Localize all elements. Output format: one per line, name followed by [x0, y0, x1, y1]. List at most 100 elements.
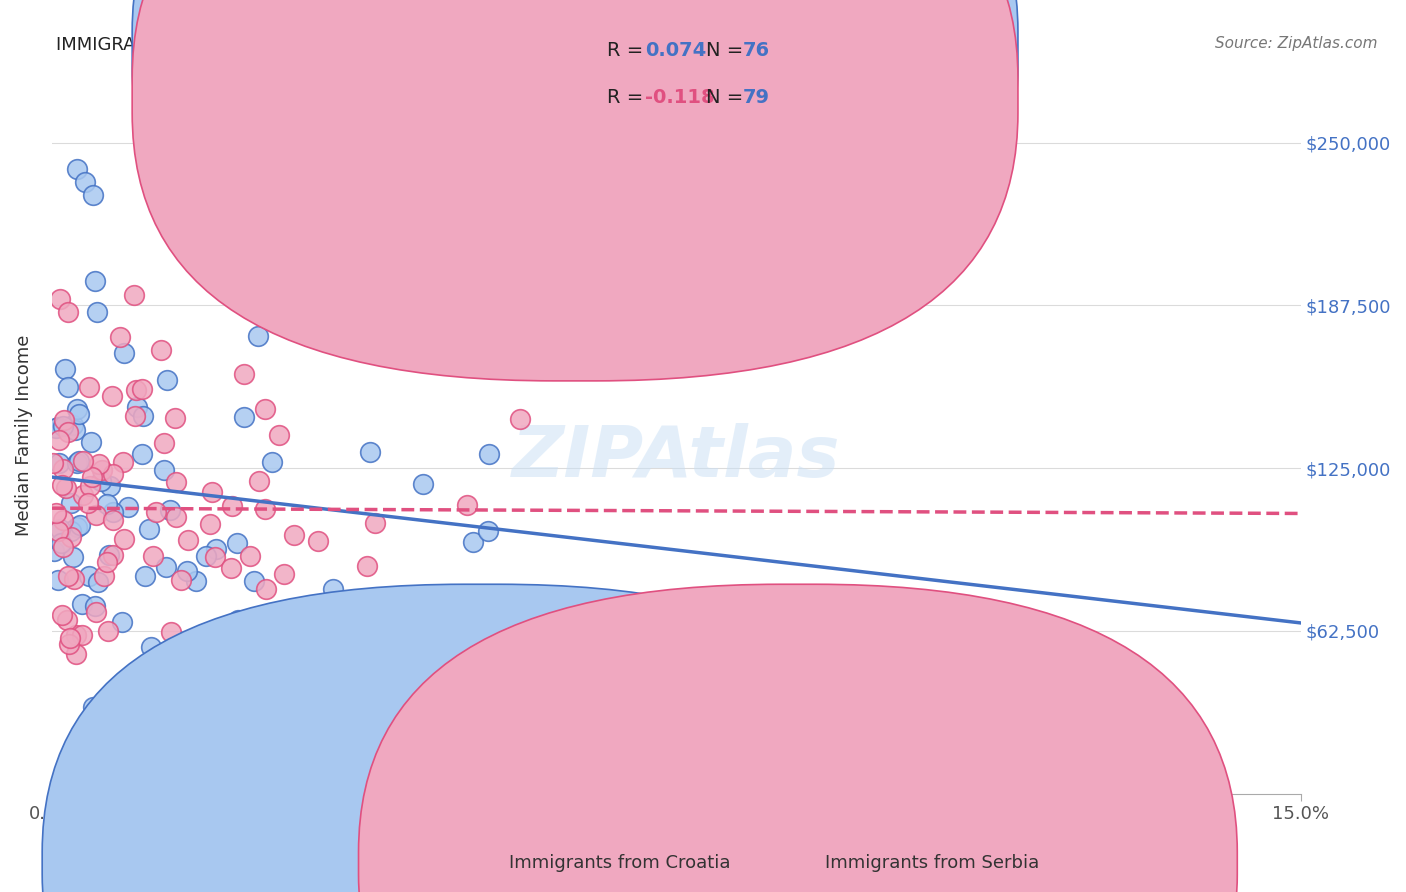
Point [243, 574, 266, 588]
Point [322, 582, 344, 597]
Point [165, 509, 187, 524]
Point [101, 548, 124, 562]
Point [48, 456, 70, 470]
Point [340, 262, 363, 277]
Point [198, 516, 221, 531]
Point [149, 343, 172, 357]
Point [49, 522, 72, 536]
Text: N =: N = [706, 41, 749, 61]
Point [101, 467, 124, 481]
Point [412, 477, 434, 491]
Point [160, 624, 183, 639]
Point [82, 187, 104, 202]
Point [108, 330, 131, 344]
Point [82, 700, 104, 714]
Point [177, 533, 200, 548]
Point [52, 462, 75, 476]
Point [247, 328, 270, 343]
Point [66, 161, 89, 176]
Point [477, 524, 499, 539]
Point [52, 540, 75, 554]
Point [53, 361, 76, 376]
Text: Immigrants from Croatia: Immigrants from Croatia [509, 855, 731, 872]
Point [461, 535, 484, 549]
Point [225, 535, 247, 549]
Point [131, 382, 153, 396]
Point [262, 455, 284, 469]
Point [391, 609, 413, 624]
Point [46, 420, 69, 434]
Point [96, 624, 118, 639]
Point [157, 651, 180, 665]
Point [478, 447, 501, 461]
Point [139, 640, 162, 655]
Point [184, 574, 207, 589]
Point [98, 479, 121, 493]
Point [456, 499, 478, 513]
Point [359, 444, 381, 458]
Text: Source: ZipAtlas.com: Source: ZipAtlas.com [1215, 36, 1378, 51]
Point [59, 496, 82, 510]
Point [59, 632, 82, 646]
Point [65, 628, 87, 642]
Point [65, 647, 87, 661]
Point [49, 292, 72, 306]
Point [52, 413, 75, 427]
Point [52, 418, 75, 433]
Point [254, 502, 277, 516]
Point [58, 569, 80, 583]
Point [72, 488, 94, 502]
Point [55, 613, 77, 627]
Text: 79: 79 [742, 87, 769, 107]
Point [194, 549, 217, 563]
Point [155, 560, 177, 574]
Point [73, 175, 96, 189]
Point [205, 542, 228, 557]
Point [582, 626, 605, 640]
Point [55, 481, 77, 495]
Point [66, 401, 89, 416]
Point [226, 613, 249, 627]
Point [66, 456, 89, 470]
Point [86, 720, 108, 734]
Point [132, 409, 155, 423]
Point [416, 591, 439, 605]
Point [96, 555, 118, 569]
Point [86, 508, 108, 522]
Point [63, 572, 86, 586]
Point [221, 499, 243, 513]
Point [134, 569, 156, 583]
Point [52, 513, 75, 527]
Point [77, 496, 100, 510]
Point [96, 497, 118, 511]
Text: IMMIGRANTS FROM CROATIA VS IMMIGRANTS FROM SERBIA MEDIAN FAMILY INCOME CORRELATI: IMMIGRANTS FROM CROATIA VS IMMIGRANTS FR… [56, 36, 1015, 54]
Point [67, 454, 90, 468]
Y-axis label: Median Family Income: Median Family Income [15, 334, 32, 536]
Point [204, 550, 226, 565]
Point [155, 659, 177, 673]
Point [357, 305, 380, 319]
Point [307, 534, 329, 549]
Point [69, 518, 91, 533]
Point [363, 516, 385, 530]
Point [93, 569, 115, 583]
Point [328, 603, 350, 617]
Point [48, 433, 70, 447]
Point [51, 607, 73, 622]
Point [509, 411, 531, 425]
Point [77, 380, 100, 394]
Point [124, 409, 146, 423]
Point [127, 400, 149, 414]
Point [232, 368, 254, 382]
Point [219, 561, 242, 575]
Point [145, 506, 167, 520]
Point [62, 417, 84, 432]
Point [131, 447, 153, 461]
Point [58, 305, 80, 319]
Text: -0.118: -0.118 [645, 87, 716, 107]
Point [142, 549, 165, 564]
Point [159, 503, 181, 517]
Point [253, 401, 276, 416]
Text: Immigrants from Serbia: Immigrants from Serbia [825, 855, 1039, 872]
Point [45, 421, 67, 435]
